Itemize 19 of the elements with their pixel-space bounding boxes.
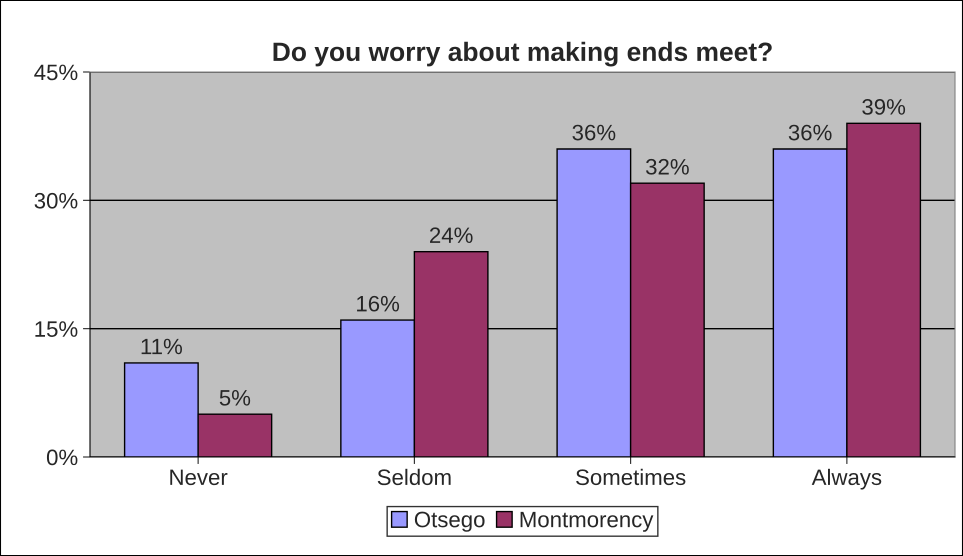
y-tick-label: 30% — [34, 192, 78, 209]
data-label: 5% — [220, 390, 250, 406]
data-label: 32% — [646, 158, 689, 175]
data-label: 39% — [862, 99, 906, 115]
data-label: 16% — [357, 296, 400, 312]
data-label: 36% — [572, 124, 616, 140]
data-label: 36% — [788, 124, 832, 140]
legend-label: Otsego — [414, 512, 485, 532]
y-tick-label: 0% — [46, 450, 78, 466]
chart-title: Do you worry about making ends meet? — [274, 42, 772, 66]
x-tick-label: Seldom — [378, 468, 451, 486]
legend-label: Montmorency — [520, 512, 654, 532]
data-label: 11% — [142, 338, 182, 354]
x-tick-label: Never — [170, 470, 228, 486]
x-tick-label: Always — [812, 468, 882, 490]
y-tick-label: 15% — [35, 321, 78, 337]
y-tick-label: 45% — [34, 64, 78, 80]
data-label: 24% — [430, 227, 473, 244]
x-tick-label: Sometimes — [576, 468, 686, 486]
